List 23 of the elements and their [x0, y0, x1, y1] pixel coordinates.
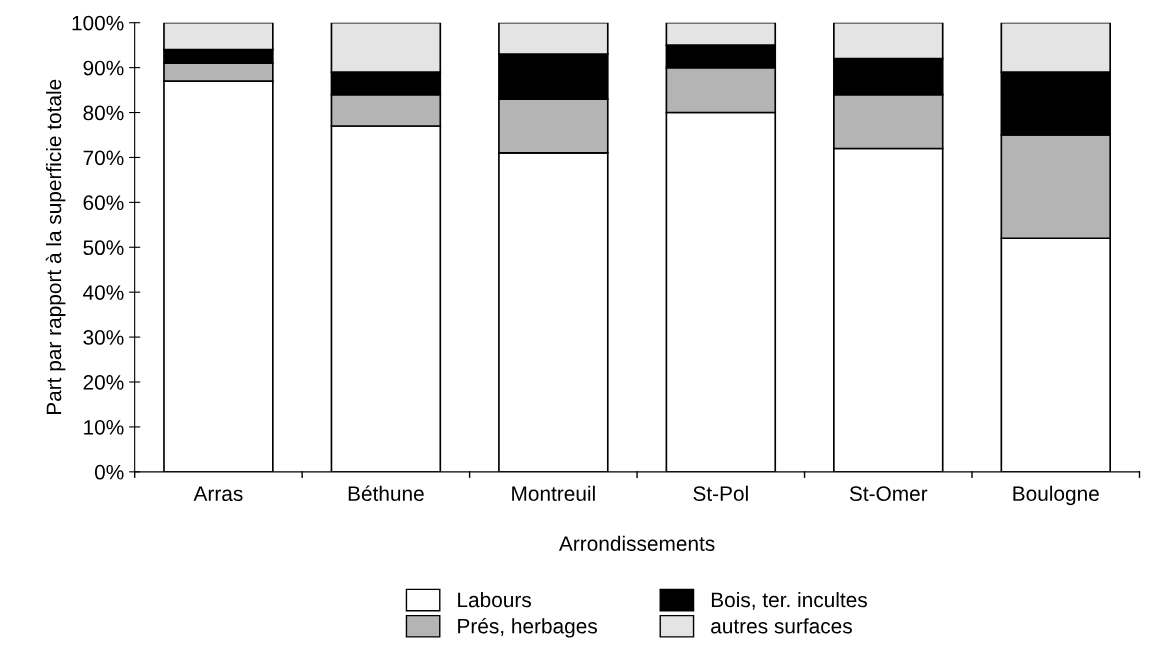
y-tick-label: 70%	[83, 150, 124, 166]
x-tick-label: St-Pol	[693, 485, 748, 502]
x-tick-label: St-Omer	[849, 486, 928, 502]
y-tick-label: 50%	[83, 240, 124, 256]
y-tick-label: 40%	[83, 285, 124, 300]
y-tick-label: 20%	[83, 375, 124, 390]
x-axis-title: Arrondissements	[558, 535, 715, 551]
y-tick-label: 30%	[83, 330, 124, 345]
y-tick-label: 0%	[94, 464, 124, 480]
legend-label: Labours	[458, 591, 531, 608]
y-tick-label: 100%	[72, 15, 124, 31]
y-tick-label: 80%	[83, 105, 124, 121]
x-tick-label: Arras	[193, 486, 243, 502]
x-tick-label: Boulogne	[1013, 485, 1099, 506]
y-tick-label: 60%	[83, 195, 124, 211]
x-tick-label: Montreuil	[512, 485, 595, 502]
legend-label: Prés, herbages	[458, 617, 597, 638]
x-tick-label: Béthune	[348, 485, 424, 502]
legend-label: autres surfaces	[711, 618, 852, 634]
y-tick-label: 90%	[83, 60, 124, 76]
y-axis-title: Part par rapport à la superficie totale	[45, 79, 66, 415]
y-tick-label: 10%	[84, 419, 124, 435]
legend-label: Bois, ter. incultes	[711, 591, 867, 610]
